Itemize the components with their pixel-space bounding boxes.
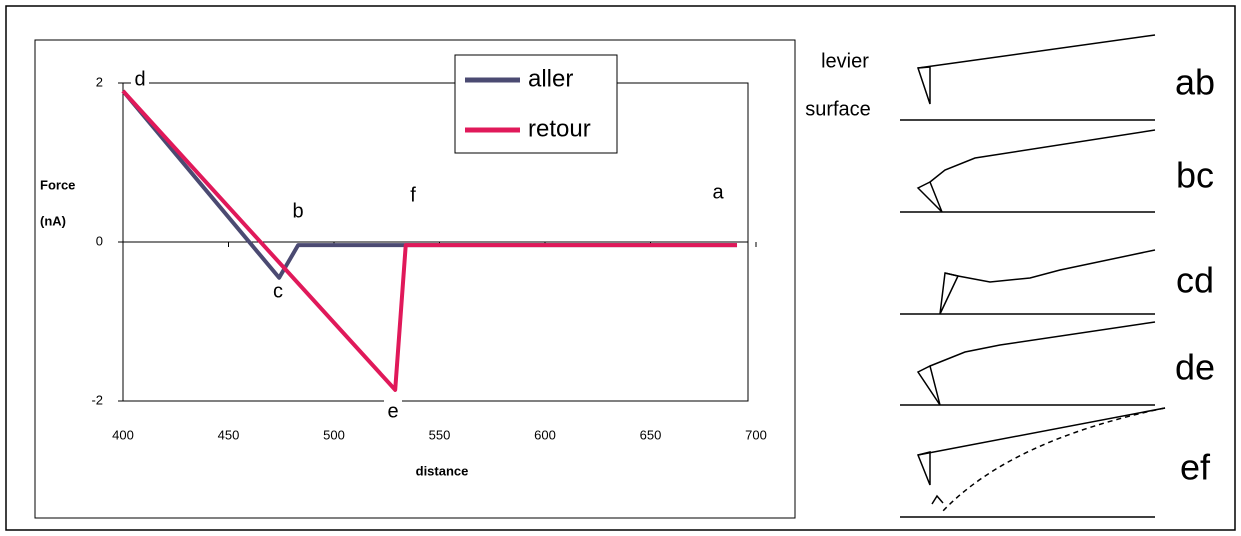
annotation-bg — [384, 400, 402, 424]
lever — [929, 321, 1156, 367]
chart-frame — [34, 39, 796, 519]
x-tick-label: 700 — [745, 427, 767, 442]
legend-label: aller — [528, 65, 573, 92]
tip — [916, 451, 931, 486]
diagram — [900, 34, 1166, 518]
y-tick-label: -2 — [91, 392, 103, 407]
annotation: d — [134, 68, 145, 90]
lever — [944, 249, 1156, 283]
dashed-path — [941, 407, 1166, 513]
tip — [916, 364, 941, 406]
step-label: ef — [1180, 447, 1211, 488]
annotation-bg — [709, 181, 727, 205]
surface-label: surface — [805, 98, 871, 120]
step-label: ab — [1175, 62, 1215, 103]
legend-box — [454, 54, 618, 154]
step-label: cd — [1176, 260, 1214, 301]
lever — [917, 407, 1166, 456]
annotation: f — [410, 184, 416, 206]
tip — [916, 180, 943, 213]
y-axis-title: (nA) — [40, 213, 66, 228]
annotation-bg — [289, 200, 307, 224]
annotation-bg — [131, 68, 149, 92]
lever — [917, 34, 1156, 69]
annotation-bg — [269, 280, 287, 304]
y-tick-label: 2 — [96, 74, 103, 89]
step-label: bc — [1176, 155, 1214, 196]
annotation-bg — [404, 184, 422, 208]
series-line — [121, 89, 738, 392]
annotation: a — [712, 181, 724, 203]
x-tick-label: 400 — [112, 427, 134, 442]
x-axis-title: distance — [416, 463, 469, 478]
y-axis-title: Force — [40, 177, 75, 192]
arrow-head — [931, 494, 944, 505]
step-label: de — [1175, 347, 1215, 388]
series-line — [121, 89, 738, 280]
legend-label: retour — [528, 115, 591, 142]
tip — [916, 66, 931, 105]
tip — [939, 272, 960, 315]
annotation: c — [273, 280, 283, 302]
outer-frame — [5, 5, 1236, 531]
x-tick-label: 650 — [640, 427, 662, 442]
annotation: e — [387, 400, 398, 422]
y-tick-label: 0 — [96, 233, 103, 248]
x-tick-label: 450 — [218, 427, 240, 442]
x-tick-label: 550 — [429, 427, 451, 442]
lever — [929, 129, 1156, 183]
x-tick-label: 600 — [534, 427, 556, 442]
x-tick-label: 500 — [323, 427, 345, 442]
lever-label: levier — [821, 50, 869, 72]
annotation: b — [292, 200, 303, 222]
chart: -2 0 2 400 450 500 550 600 650 700 Force (nA) distan… — [40, 54, 767, 478]
